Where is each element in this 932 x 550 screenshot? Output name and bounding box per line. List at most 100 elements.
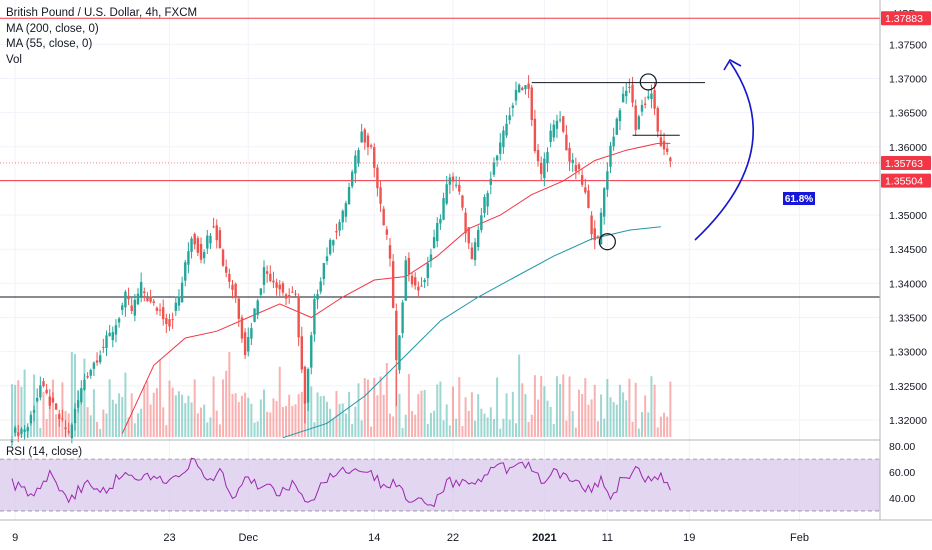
- candle-body: [275, 282, 278, 288]
- volume-bar: [83, 358, 86, 437]
- candle-body: [432, 237, 436, 249]
- legend-vol[interactable]: Vol: [6, 53, 22, 66]
- candle-body: [187, 251, 190, 265]
- volume-bar: [133, 423, 136, 437]
- volume-bar: [181, 394, 184, 437]
- x-tick-label: 2021: [532, 532, 556, 544]
- candle-body: [489, 178, 492, 185]
- candle-body: [517, 84, 521, 93]
- volume-bar: [515, 423, 517, 437]
- volume-bar: [587, 404, 590, 437]
- volume-bar: [89, 415, 92, 437]
- candle-body: [417, 286, 420, 291]
- candle-body: [102, 347, 105, 349]
- candle-body: [423, 279, 426, 283]
- volume-bar: [96, 421, 99, 437]
- price-axis: 1.32000 1.32500 1.33000 1.33500 1.34000 1.345…: [879, 0, 932, 550]
- candle-body: [659, 137, 663, 146]
- volume-bar: [411, 411, 414, 437]
- highlight-circle: [598, 233, 616, 251]
- volume-bar: [313, 422, 316, 437]
- volume-bar: [644, 395, 647, 437]
- volume-bar: [496, 377, 499, 437]
- candle-body: [92, 362, 96, 369]
- symbol-title[interactable]: British Pound / U.S. Dollar, 4h, FXCM: [6, 7, 198, 19]
- candle-body: [48, 396, 51, 406]
- candle-body: [473, 242, 477, 260]
- legend-ma200[interactable]: MA (200, close, 0): [6, 22, 99, 35]
- candle-body: [212, 226, 215, 228]
- candle-body: [117, 318, 121, 323]
- volume-bar: [45, 418, 48, 437]
- candle-body: [306, 369, 310, 403]
- candle-body: [631, 84, 634, 103]
- volume-bar: [206, 422, 209, 437]
- candle-body: [108, 332, 111, 337]
- volume-bar: [502, 418, 505, 437]
- candle-body: [596, 236, 600, 238]
- candle-body: [558, 119, 562, 121]
- y-tick-label: 1.37000: [889, 74, 927, 86]
- candle-body: [152, 301, 155, 303]
- candle-body: [13, 427, 17, 433]
- candle-body: [603, 188, 606, 217]
- candle-body: [127, 295, 130, 300]
- volume-bar: [121, 397, 124, 437]
- volume-bar: [218, 424, 221, 437]
- volume-bar: [222, 379, 225, 437]
- volume-bar: [622, 392, 625, 437]
- candle-body: [149, 296, 152, 302]
- rsi-legend[interactable]: RSI (14, close): [6, 446, 83, 458]
- volume-bar: [162, 407, 165, 437]
- volume-bar: [489, 407, 492, 437]
- volume-bar: [407, 374, 410, 437]
- candle-body: [234, 283, 237, 297]
- volume-bar: [417, 394, 420, 437]
- volume-bar: [48, 395, 51, 437]
- volume-bar: [335, 391, 338, 437]
- volume-bar: [171, 387, 174, 437]
- projection-arrow[interactable]: [694, 61, 754, 241]
- volume-bar: [174, 395, 177, 437]
- candle-body: [180, 282, 184, 303]
- volume-bar: [357, 383, 360, 437]
- volume-bar: [549, 406, 552, 437]
- candle-body: [174, 302, 177, 311]
- y-tick-label: 1.34000: [889, 278, 927, 290]
- volume-bar: [373, 377, 376, 437]
- candle-body: [29, 415, 33, 424]
- legend-ma55[interactable]: MA (55, close, 0): [6, 38, 93, 50]
- candle-body: [288, 295, 291, 298]
- candle-body: [436, 223, 439, 242]
- candle-body: [272, 280, 275, 283]
- candle-body: [17, 432, 20, 436]
- candle-body: [206, 235, 209, 249]
- candle-body: [511, 105, 515, 108]
- volume-bar: [278, 366, 281, 437]
- volume-bar: [568, 376, 571, 437]
- candle-body: [265, 271, 269, 274]
- candle-body: [379, 187, 382, 204]
- candle-body: [228, 273, 231, 282]
- candle-body: [250, 328, 253, 339]
- y-tick-label: 1.34500: [889, 244, 927, 256]
- candle-body: [193, 233, 196, 245]
- price-badge-label: 1.35763: [885, 158, 923, 170]
- candle-body: [508, 115, 511, 121]
- volume-bar: [603, 418, 606, 437]
- volume-bar: [319, 396, 322, 437]
- candle-body: [316, 294, 319, 300]
- volume-bar: [452, 386, 454, 437]
- candle-body: [294, 293, 297, 295]
- candle-body: [45, 389, 48, 394]
- candle-body: [442, 198, 445, 220]
- price-badge: [881, 155, 931, 170]
- volume-bar: [505, 393, 508, 437]
- fib-label-box: [783, 192, 815, 205]
- x-tick-label: 11: [602, 532, 613, 544]
- volume-bar: [168, 380, 171, 437]
- candle-body: [313, 299, 316, 335]
- candle-body: [385, 229, 389, 235]
- x-tick-label: Feb: [790, 532, 809, 544]
